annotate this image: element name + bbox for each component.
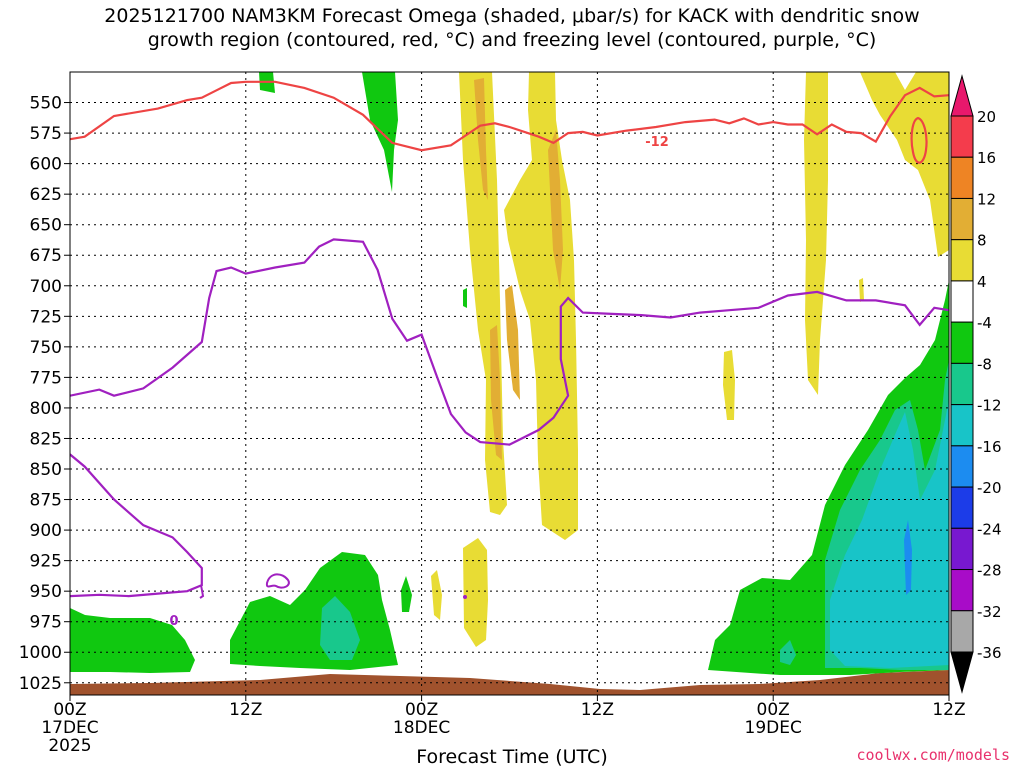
y-tick-label: 750 — [30, 338, 62, 358]
colorbar-label: 4 — [977, 273, 987, 291]
freezing-contour-lower — [70, 453, 203, 598]
y-axis: 550 575 600 625 650 675 700 725 750 775 800 825 850 8… — [19, 94, 70, 694]
title-line-2: growth region (contoured, red, °C) and f… — [147, 29, 877, 51]
y-tick-label: 550 — [30, 94, 62, 114]
x-axis-label: Forecast Time (UTC) — [416, 746, 608, 768]
colorbar-swatch — [950, 486, 974, 529]
colorbar-swatch — [950, 280, 974, 323]
colorbar-label: -20 — [977, 479, 1002, 497]
omega-neg-8-b — [780, 640, 796, 665]
freezing-contour-upper — [70, 238, 949, 446]
y-tick-label: 625 — [30, 185, 62, 205]
colorbar-swatch — [950, 239, 974, 282]
y-tick-label: 725 — [30, 307, 62, 327]
grid — [70, 72, 949, 695]
x-tick-year: 2025 — [48, 736, 91, 756]
y-tick-label: 850 — [30, 460, 62, 480]
colorbar-label: -16 — [977, 438, 1002, 456]
colorbar-swatch — [950, 569, 974, 612]
omega-pos-8-a — [474, 78, 488, 200]
x-tick-label: 12Z — [932, 700, 965, 720]
omega-pos-4-h — [859, 278, 864, 302]
colorbar-label: -24 — [977, 520, 1002, 538]
y-tick-label: 700 — [30, 277, 62, 297]
colorbar-label: -36 — [977, 644, 1002, 662]
colorbar-label: -12 — [977, 397, 1002, 415]
omega-pos-4-c — [463, 538, 488, 647]
colorbar-bottom-arrow — [950, 651, 974, 694]
y-tick-label: 1000 — [19, 643, 62, 663]
x-tick-label: 12Z — [229, 700, 262, 720]
omega-pos-4-e — [723, 350, 735, 420]
dgz-contour-label: -12 — [645, 135, 669, 150]
omega-neg-8-a — [320, 596, 360, 660]
title-line-1: 2025121700 NAM3KM Forecast Omega (shaded… — [104, 5, 920, 27]
x-tick-date: 18DEC — [393, 718, 450, 738]
plot-frame — [69, 71, 950, 696]
colorbar-label: -4 — [977, 314, 992, 332]
omega-neg-4-f — [463, 288, 467, 308]
colorbar-top-arrow — [950, 74, 974, 117]
y-tick-label: 650 — [30, 216, 62, 236]
colorbar-label: -8 — [977, 355, 992, 373]
colorbar-swatch — [950, 115, 974, 158]
y-tick-label: 675 — [30, 246, 62, 266]
colorbar-swatch — [950, 610, 974, 653]
x-tick-label: 00Z — [53, 700, 86, 720]
credit-text: coolwx.com/models — [856, 746, 1010, 764]
colorbar-swatch — [950, 404, 974, 447]
colorbar-label: -32 — [977, 603, 1002, 621]
x-tick-date: 17DEC — [41, 718, 98, 738]
colorbar: 20 16 12 8 4 -4 -8 -12 -16 -20 -24 -28 -32 -36 — [950, 74, 1002, 694]
x-tick-label: 00Z — [405, 700, 438, 720]
colorbar-swatch — [950, 362, 974, 406]
colorbar-swatch — [950, 156, 974, 199]
colorbar-swatch — [950, 321, 974, 364]
omega-pos-4-b — [504, 72, 578, 540]
colorbar-swatch — [950, 527, 974, 571]
freezing-contour-loop — [265, 573, 290, 589]
dgz-contour — [70, 80, 949, 152]
omega-pos-4-f — [804, 72, 828, 395]
y-tick-label: 925 — [30, 552, 62, 572]
colorbar-label: -28 — [977, 562, 1002, 580]
y-tick-label: 800 — [30, 399, 62, 419]
omega-neg-12-a — [830, 400, 949, 668]
x-tick-label: 12Z — [581, 700, 614, 720]
dgz-contour-closed — [910, 116, 928, 164]
y-tick-label: 975 — [30, 613, 62, 633]
omega-pos-8-c — [490, 325, 502, 460]
omega-neg-4-c — [70, 608, 195, 673]
y-tick-label: 775 — [30, 368, 62, 388]
y-tick-label: 600 — [30, 155, 62, 175]
freezing-contour-dot — [463, 595, 467, 599]
omega-pos-4-d — [431, 570, 442, 620]
shaded-field: -12 0 — [70, 72, 949, 695]
omega-pos-4-g — [860, 72, 949, 257]
y-tick-label: 875 — [30, 491, 62, 511]
x-tick-label: 00Z — [757, 700, 790, 720]
omega-neg-16-a — [904, 520, 912, 595]
colorbar-label: 16 — [977, 149, 996, 167]
freezing-contour-tick — [199, 584, 205, 599]
colorbar-label: 12 — [977, 190, 996, 208]
y-tick-label: 825 — [30, 429, 62, 449]
y-tick-label: 900 — [30, 521, 62, 541]
freezing-contour-label: 0 — [169, 614, 178, 629]
x-tick-date: 19DEC — [745, 718, 802, 738]
chart-title: 2025121700 NAM3KM Forecast Omega (shaded… — [0, 4, 1024, 52]
y-tick-label: 575 — [30, 124, 62, 144]
colorbar-label: 20 — [977, 108, 996, 126]
colorbar-label: 8 — [977, 232, 987, 250]
omega-pos-8-d — [505, 285, 520, 400]
y-tick-label: 1025 — [19, 674, 62, 694]
omega-neg-4-e — [401, 576, 412, 612]
omega-pos-8-b — [548, 130, 563, 290]
colorbar-swatch — [950, 445, 974, 488]
colorbar-swatch — [950, 197, 974, 241]
omega-neg-4-d — [230, 552, 398, 670]
y-tick-label: 950 — [30, 582, 62, 602]
